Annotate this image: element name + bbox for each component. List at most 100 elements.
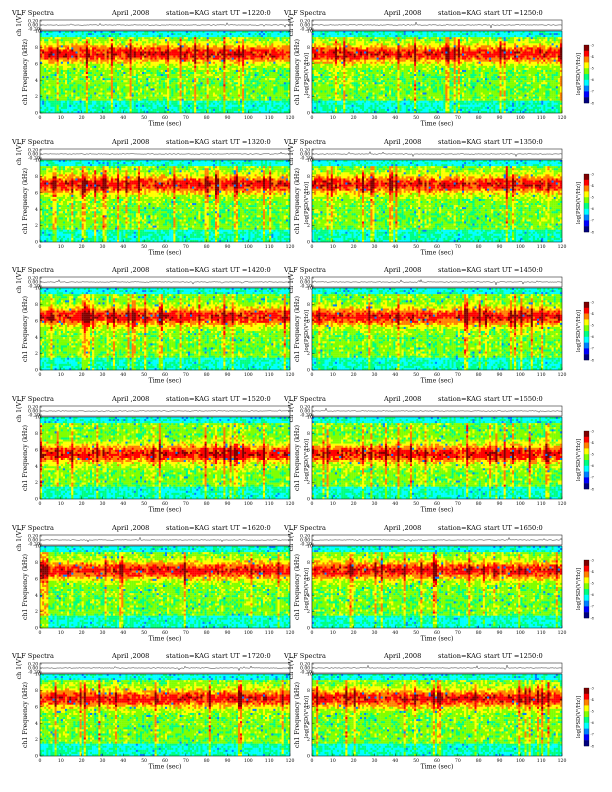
spectrogram-cell [136,41,138,43]
spectrogram-cell [223,31,225,33]
spectrogram-cell [263,35,265,37]
spectrogram-cell [80,35,82,37]
spectrogram-cell [103,41,105,43]
spectrogram-cell [63,41,65,43]
spectrogram-cell [205,37,207,39]
spectrogram-cell [88,33,90,35]
spectrogram-cell [119,31,121,33]
spectrogram-cell [71,33,73,35]
spectrogram-cell [232,37,234,39]
spectrogram-cell [209,33,211,35]
spectrogram-cell [53,41,55,43]
spectrogram-cell [242,39,244,41]
spectrogram-cell [61,33,63,35]
spectrogram-cell [159,35,161,37]
spectrogram-cell [171,31,173,33]
spectrogram-cell [186,37,188,39]
spectrogram-cell [61,43,63,45]
spectrogram-cell [88,43,90,45]
spectrogram-cell [94,43,96,45]
spectrogram-cell [228,33,230,35]
spectrogram-cell [186,35,188,37]
spectrogram-cell [96,37,98,39]
spectrogram-cell [190,35,192,37]
spectrogram-cell [157,35,159,37]
spectrogram-cell [246,39,248,41]
spectrogram-cell [84,43,86,45]
spectrogram-cell [111,41,113,43]
spectrogram-cell [155,41,157,43]
spectrogram-cell [134,39,136,41]
spectrogram-cell [267,37,269,39]
spectrogram-cell [265,37,267,39]
spectrogram-cell [57,43,59,45]
spectrogram-cell [161,35,163,37]
spectrogram-cell [86,39,88,41]
spectrogram-cell [155,43,157,45]
spectrogram-cell [113,43,115,45]
spectrogram-cell [236,39,238,41]
spectrogram-cell [225,39,227,41]
spectrogram-cell [113,33,115,35]
spectrogram-cell [175,31,177,33]
spectrogram-cell [128,33,130,35]
spectrogram-cell [184,41,186,43]
spectrogram-cell [169,31,171,33]
spectrogram-cell [42,43,44,45]
spectrogram-cell [130,39,132,41]
spectrogram-cell [221,39,223,41]
spectrogram-cell [155,37,157,39]
spectrogram-cell [203,33,205,35]
spectrogram-cell [175,41,177,43]
spectrogram-cell [69,31,71,33]
spectrogram-cell [259,35,261,37]
spectrogram-cell [78,39,80,41]
spectrogram-cell [238,41,240,43]
spectrogram-cell [44,35,46,37]
spectrogram-cell [175,35,177,37]
spectrogram-cell [142,39,144,41]
spectrogram-cell [113,37,115,39]
spectrogram-cell [213,33,215,35]
spectrogram-cell [273,41,275,43]
spectrogram-cell [182,31,184,33]
spectrogram-cell [182,35,184,37]
spectrogram-cell [46,35,48,37]
spectrogram-cell [284,31,286,33]
spectrogram-cell [261,35,263,37]
spectrogram-cell [261,33,263,35]
spectrogram-cell [205,31,207,33]
spectrogram-cell [121,43,123,45]
spectrogram-cell [98,33,100,35]
spectrogram-cell [115,41,117,43]
spectrogram-cell [271,41,273,43]
spectrogram-cell [286,39,288,41]
spectrogram-cell [213,41,215,43]
spectrogram-cell [203,39,205,41]
spectrogram-cell [115,31,117,33]
spectrogram-cell [263,41,265,43]
spectrogram-cell [132,33,134,35]
spectrogram-cell [98,41,100,43]
spectrogram-cell [213,31,215,33]
spectrogram-cell [92,33,94,35]
spectrogram-cell [92,43,94,45]
spectrogram-cell [80,39,82,41]
spectrogram-cell [192,37,194,39]
spectrogram-cell [188,33,190,35]
spectrogram-cell [190,31,192,33]
spectrogram-cell [230,33,232,35]
spectrogram-cell [96,43,98,45]
spectrogram-cell [107,39,109,41]
spectrogram-cell [78,31,80,33]
spectrogram-cell [205,41,207,43]
spectrogram-cell [86,37,88,39]
spectrogram-cell [69,39,71,41]
spectrogram-cell [142,35,144,37]
spectrogram-cell [215,37,217,39]
spectrogram-cell [90,35,92,37]
spectrogram-cell [244,33,246,35]
spectrogram-cell [92,35,94,37]
spectrogram-cell [107,33,109,35]
spectrogram-cell [171,39,173,41]
